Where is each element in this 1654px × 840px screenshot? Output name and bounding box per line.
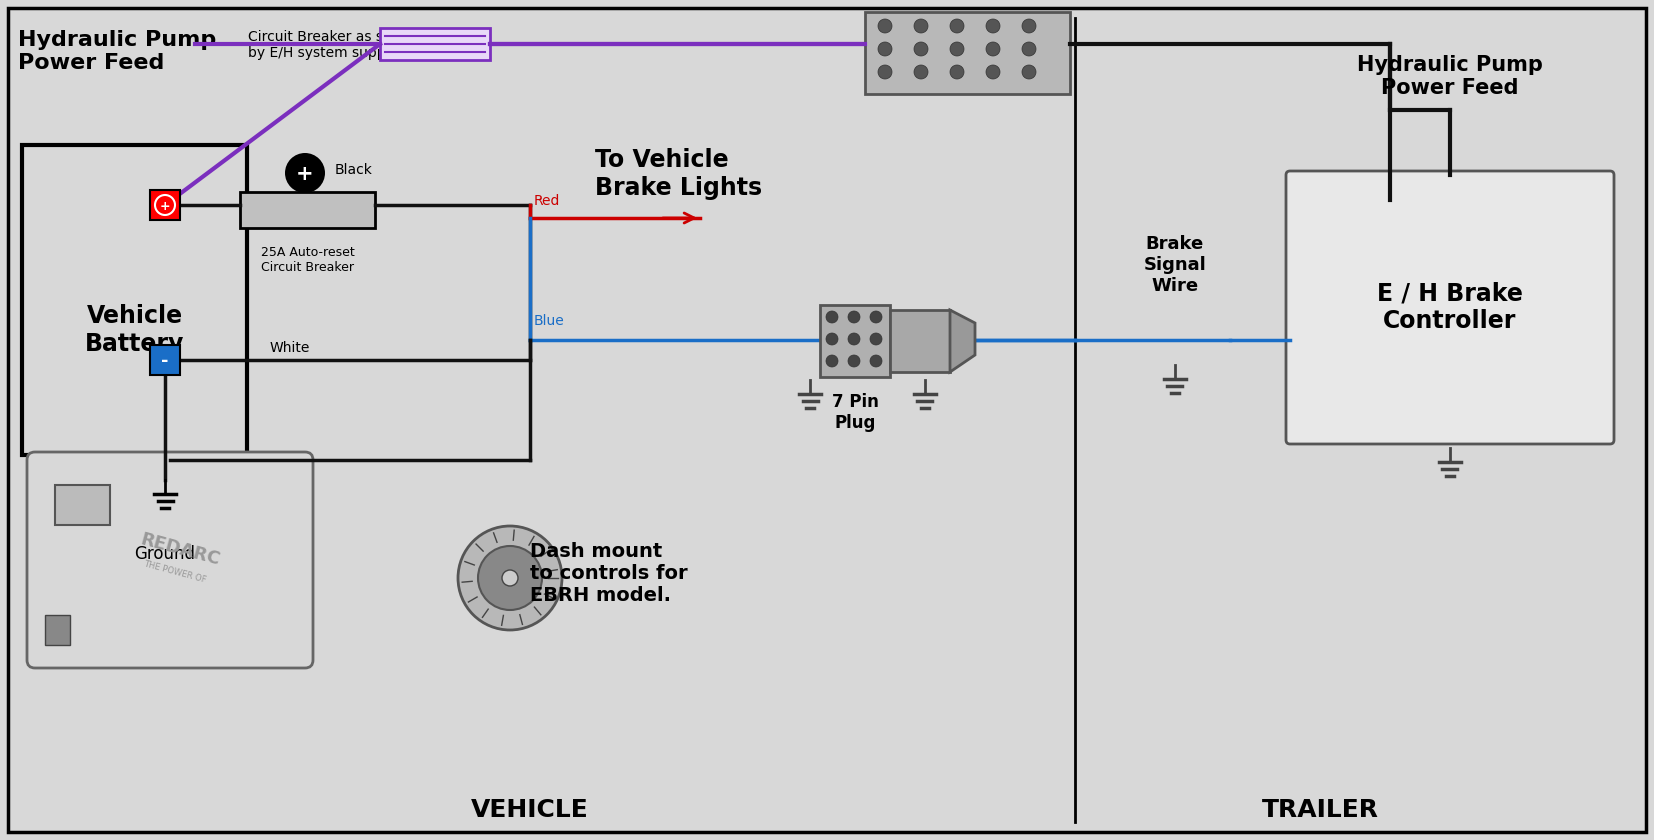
Text: 7 Pin
Plug: 7 Pin Plug	[832, 393, 878, 432]
Text: E / H Brake
Controller: E / H Brake Controller	[1378, 281, 1523, 333]
Bar	[22, 145, 246, 455]
Bar	[380, 28, 490, 60]
Text: Hydraulic Pump
Power Feed: Hydraulic Pump Power Feed	[1356, 55, 1543, 98]
Text: Dash mount
to controls for
EBRH model.: Dash mount to controls for EBRH model.	[529, 542, 688, 605]
Text: REDARC: REDARC	[139, 531, 222, 570]
Text: Blue: Blue	[534, 314, 564, 328]
Circle shape	[915, 65, 928, 79]
Text: THE POWER OF: THE POWER OF	[142, 559, 207, 585]
Circle shape	[825, 311, 839, 323]
Bar	[865, 12, 1070, 94]
FancyBboxPatch shape	[26, 452, 313, 668]
Circle shape	[949, 65, 964, 79]
FancyBboxPatch shape	[1287, 171, 1614, 444]
Circle shape	[1022, 19, 1035, 33]
Circle shape	[949, 19, 964, 33]
Text: To Vehicle
Brake Lights: To Vehicle Brake Lights	[595, 148, 762, 200]
Circle shape	[915, 19, 928, 33]
Text: +: +	[296, 164, 314, 184]
Circle shape	[878, 19, 892, 33]
Text: White: White	[270, 341, 311, 355]
Circle shape	[878, 65, 892, 79]
Circle shape	[478, 546, 543, 610]
Circle shape	[986, 42, 1001, 56]
Circle shape	[284, 153, 324, 193]
Text: Circuit Breaker as specified
by E/H system supplier: Circuit Breaker as specified by E/H syst…	[248, 30, 438, 60]
Circle shape	[825, 333, 839, 345]
Bar	[151, 345, 180, 375]
Text: VEHICLE: VEHICLE	[471, 798, 589, 822]
Text: Red: Red	[534, 194, 561, 208]
Circle shape	[1022, 65, 1035, 79]
Bar	[45, 615, 69, 645]
Circle shape	[870, 355, 882, 367]
Circle shape	[870, 333, 882, 345]
Bar	[151, 190, 180, 220]
Circle shape	[1022, 42, 1035, 56]
Bar	[890, 310, 949, 372]
Circle shape	[870, 311, 882, 323]
Circle shape	[503, 570, 518, 586]
Text: Vehicle
Battery: Vehicle Battery	[84, 304, 184, 356]
Text: 25A Auto-reset
Circuit Breaker: 25A Auto-reset Circuit Breaker	[261, 246, 354, 274]
Text: Black: Black	[336, 163, 372, 177]
Bar	[240, 192, 375, 228]
Circle shape	[949, 42, 964, 56]
Circle shape	[849, 311, 860, 323]
Circle shape	[825, 355, 839, 367]
Bar	[55, 485, 111, 525]
Text: Brake
Signal
Wire: Brake Signal Wire	[1143, 235, 1206, 295]
Text: TRAILER: TRAILER	[1262, 798, 1378, 822]
Text: Ground: Ground	[134, 545, 195, 563]
Text: Hydraulic Pump
Power Feed: Hydraulic Pump Power Feed	[18, 30, 217, 73]
Circle shape	[458, 526, 562, 630]
Polygon shape	[949, 310, 974, 372]
Circle shape	[986, 65, 1001, 79]
Circle shape	[878, 42, 892, 56]
Circle shape	[915, 42, 928, 56]
Circle shape	[986, 19, 1001, 33]
Bar	[820, 305, 890, 377]
Circle shape	[849, 355, 860, 367]
Text: +: +	[160, 200, 170, 213]
Circle shape	[849, 333, 860, 345]
Text: -: -	[160, 352, 169, 370]
